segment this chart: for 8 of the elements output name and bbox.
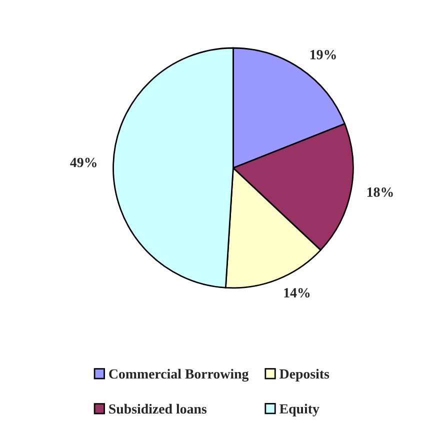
legend-label: Deposits bbox=[280, 368, 330, 382]
legend-label: Equity bbox=[280, 404, 320, 416]
data-label: 49% bbox=[70, 158, 96, 168]
legend-label: Commercial Borrowing bbox=[109, 368, 249, 382]
data-label: 19% bbox=[310, 50, 336, 60]
data-label: 18% bbox=[367, 187, 393, 197]
data-label: 14% bbox=[284, 288, 310, 298]
legend-label: Subsidized loans bbox=[109, 404, 207, 414]
